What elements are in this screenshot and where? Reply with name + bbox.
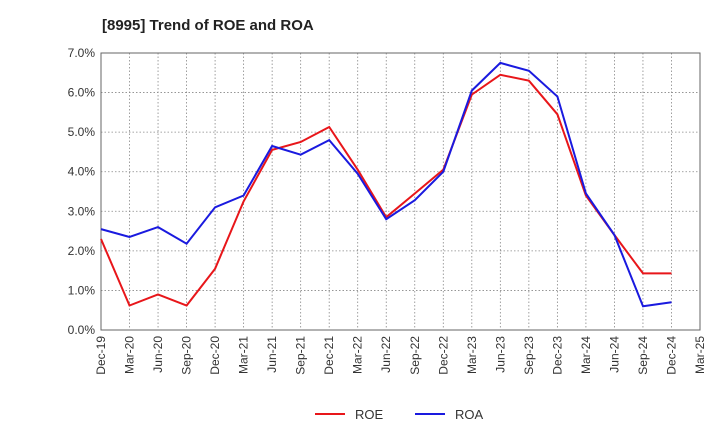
legend-roa-label: ROA — [455, 407, 484, 422]
y-tick-label: 5.0% — [68, 125, 96, 139]
legend-roe-label: ROE — [355, 407, 384, 422]
x-tick-label: Mar-22 — [351, 336, 365, 374]
x-tick-label: Jun-24 — [607, 336, 621, 373]
x-tick-label: Jun-21 — [265, 336, 279, 373]
x-tick-label: Mar-25 — [693, 336, 707, 374]
y-tick-label: 0.0% — [68, 323, 96, 337]
y-tick-label: 2.0% — [68, 244, 96, 258]
x-tick-label: Dec-22 — [436, 336, 450, 375]
series-line-roa — [100, 61, 672, 308]
x-tick-label: Jun-23 — [493, 336, 507, 373]
x-tick-label: Dec-21 — [322, 336, 336, 375]
tick-labels: 0.0% 1.0% 2.0% 3.0% 4.0% 5.0% 6.0% 7.0% Dec-19 Ma… — [68, 46, 707, 375]
x-tick-label: Dec-19 — [94, 336, 108, 375]
legend: ROE ROA — [315, 407, 484, 422]
x-tick-label: Sep-23 — [522, 336, 536, 375]
x-tick-label: Jun-22 — [379, 336, 393, 373]
plot-frame — [100, 52, 701, 331]
x-tick-label: Dec-23 — [550, 336, 564, 375]
x-tick-label: Jun-20 — [151, 336, 165, 373]
x-tick-label: Mar-23 — [465, 336, 479, 374]
x-tick-label: Sep-24 — [636, 336, 650, 375]
x-tick-label: Mar-24 — [579, 336, 593, 374]
series-line-roe — [100, 73, 672, 307]
series-lines — [100, 61, 672, 308]
y-tick-label: 1.0% — [68, 283, 96, 297]
x-tick-label: Mar-20 — [123, 336, 137, 374]
axes — [100, 52, 701, 331]
x-tick-label: Sep-21 — [294, 336, 308, 375]
y-tick-label: 3.0% — [68, 204, 96, 218]
x-tick-label: Dec-24 — [664, 336, 678, 375]
chart-title: [8995] Trend of ROE and ROA — [102, 17, 314, 34]
y-tick-label: 6.0% — [68, 86, 96, 100]
x-tick-label: Sep-20 — [180, 336, 194, 375]
grid-lines — [101, 53, 700, 330]
x-tick-label: Sep-22 — [408, 336, 422, 375]
y-tick-label: 7.0% — [68, 46, 96, 60]
x-tick-label: Mar-21 — [237, 336, 251, 374]
x-tick-label: Dec-20 — [208, 336, 222, 375]
y-tick-label: 4.0% — [68, 165, 96, 179]
